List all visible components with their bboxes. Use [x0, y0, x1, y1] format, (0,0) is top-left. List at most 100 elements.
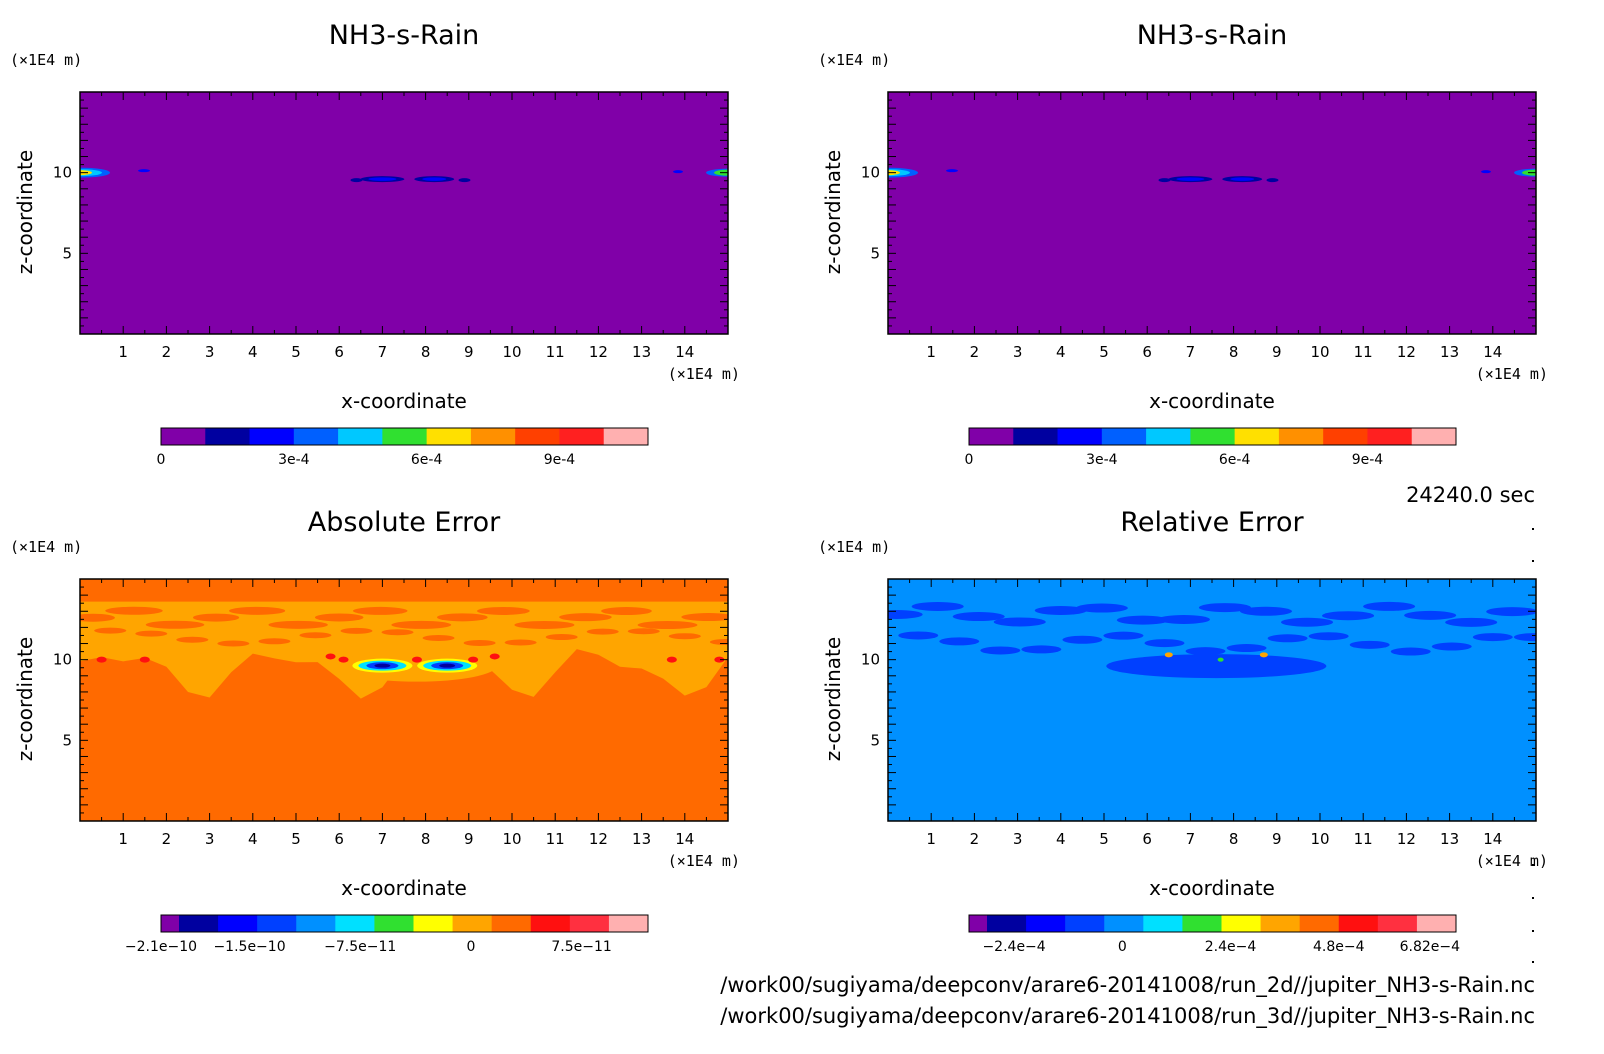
colorbar-swatch — [257, 915, 297, 932]
x-tick-label: 6 — [1142, 343, 1152, 361]
field-feature — [350, 178, 363, 183]
x-tick-label: 14 — [675, 343, 694, 361]
x-tick-label: 2 — [162, 343, 172, 361]
colorbar-swatch — [413, 915, 454, 932]
error-patch — [94, 627, 127, 634]
colorbar-swatch — [1190, 428, 1236, 445]
panel-title: NH3-s-Rain — [329, 20, 480, 51]
colorbar-frame — [968, 427, 1457, 446]
error-patch — [1226, 644, 1267, 653]
colorbar-frame — [160, 914, 649, 933]
error-patch — [1157, 614, 1210, 624]
error-patch — [1034, 606, 1087, 616]
error-patch — [637, 621, 698, 630]
time-label: 24240.0 sec — [1406, 483, 1535, 507]
x-tick-label: 2 — [970, 830, 980, 848]
x-tick-label: 8 — [421, 830, 431, 848]
colorbar-swatch — [1299, 915, 1340, 932]
x-tick-label: 6 — [1142, 830, 1152, 848]
colorbar-swatch — [1367, 428, 1413, 445]
colorbar-swatch — [374, 915, 414, 932]
colorbar-swatch — [452, 915, 493, 932]
error-patch — [229, 606, 286, 615]
x-tick-label: 4 — [1056, 343, 1066, 361]
x-tick-label: 14 — [1483, 830, 1502, 848]
colorbar: 0 3e-4 6e-4 9e-4 — [965, 427, 1457, 468]
error-patch — [176, 636, 209, 643]
colorbar-tick-label: 0 — [1118, 939, 1127, 955]
error-patch — [1062, 635, 1103, 644]
file-path-1: /work00/sugiyama/deepconv/arare6-2014100… — [720, 973, 1535, 998]
colorbar-swatch — [1338, 915, 1379, 932]
x-tick-label: 13 — [1440, 343, 1459, 361]
y-tick-label: 10 — [53, 651, 72, 669]
error-patch — [559, 613, 612, 622]
colorbar-swatch — [293, 428, 339, 445]
x-unit-label: (×1E4 m) — [1476, 852, 1548, 870]
x-tick-label: 12 — [1397, 830, 1416, 848]
error-patch — [463, 639, 496, 646]
error-patch — [96, 656, 107, 663]
x-tick-label: 6 — [334, 830, 344, 848]
x-tick-label: 11 — [1354, 830, 1373, 848]
plot-area — [888, 92, 1536, 334]
x-tick-label: 2 — [970, 343, 980, 361]
colorbar-tick-label: 9e-4 — [544, 452, 576, 468]
colorbar-swatch — [987, 915, 1027, 932]
panel-1: NH3-s-Rain(×1E4 m)1 2 3 4 5 6 7 8 9 10 11 12 13 14510… — [10, 20, 740, 468]
colorbar-tick-label: 6.82e−4 — [1400, 939, 1461, 955]
colorbar-swatch — [608, 915, 649, 932]
colorbar-swatch — [559, 428, 605, 445]
colorbar-swatch — [1234, 428, 1280, 445]
colorbar: −2.4e−4 0 2.4e−4 4.8e−4 6.82e−4 — [968, 914, 1461, 955]
error-patch — [1116, 615, 1169, 625]
x-tick-label: 7 — [1186, 343, 1196, 361]
error-patch — [980, 646, 1021, 655]
error-patch — [681, 613, 728, 622]
error-patch — [939, 637, 980, 646]
colorbar-swatch — [205, 428, 251, 445]
y-tick-label: 5 — [870, 731, 880, 749]
colorbar-swatch — [969, 428, 1014, 445]
error-patch — [1431, 642, 1472, 651]
x-tick-label: 9 — [464, 830, 474, 848]
error-patch — [993, 617, 1046, 627]
error-patch — [1217, 657, 1224, 662]
error-patch — [1363, 601, 1416, 611]
x-tick-label: 1 — [926, 343, 936, 361]
error-patch — [80, 613, 115, 622]
x-tick-label: 8 — [1229, 830, 1239, 848]
error-patch — [258, 638, 291, 645]
x-tick-label: 1 — [118, 343, 128, 361]
y-unit-label: (×1E4 m) — [10, 51, 82, 69]
x-tick-label: 5 — [1099, 343, 1109, 361]
error-patch — [1106, 654, 1327, 679]
dot-marks — [1532, 528, 1534, 963]
x-tick-label: 14 — [1483, 343, 1502, 361]
panel-4: Relative Error(×1E4 m)1 2 3 4 5 6 7 8 9 10 11 12 13 1… — [818, 507, 1548, 955]
x-tick-label: 5 — [1099, 830, 1109, 848]
x-tick-label: 5 — [291, 343, 301, 361]
error-patch — [1390, 647, 1431, 656]
x-tick-label: 10 — [1310, 343, 1329, 361]
field-feature — [1230, 177, 1255, 181]
y-tick-label: 5 — [62, 731, 72, 749]
x-axis-label: x-coordinate — [1149, 389, 1275, 413]
error-patch — [336, 649, 497, 682]
x-tick-label: 14 — [675, 830, 694, 848]
error-patch — [1144, 639, 1185, 648]
error-patch — [514, 620, 575, 629]
error-patch — [422, 635, 455, 642]
x-tick-label: 10 — [502, 830, 521, 848]
error-patch — [489, 653, 500, 660]
colorbar-swatch — [491, 915, 532, 932]
colorbar-swatch — [335, 915, 375, 932]
x-tick-label: 11 — [1354, 343, 1373, 361]
error-patch — [627, 628, 660, 635]
colorbar-swatch — [161, 428, 206, 445]
panel-title: Relative Error — [1120, 507, 1304, 538]
error-patch — [586, 628, 619, 635]
colorbar-swatch — [569, 915, 610, 932]
colorbar-tick-label: 2.4e−4 — [1205, 939, 1257, 955]
